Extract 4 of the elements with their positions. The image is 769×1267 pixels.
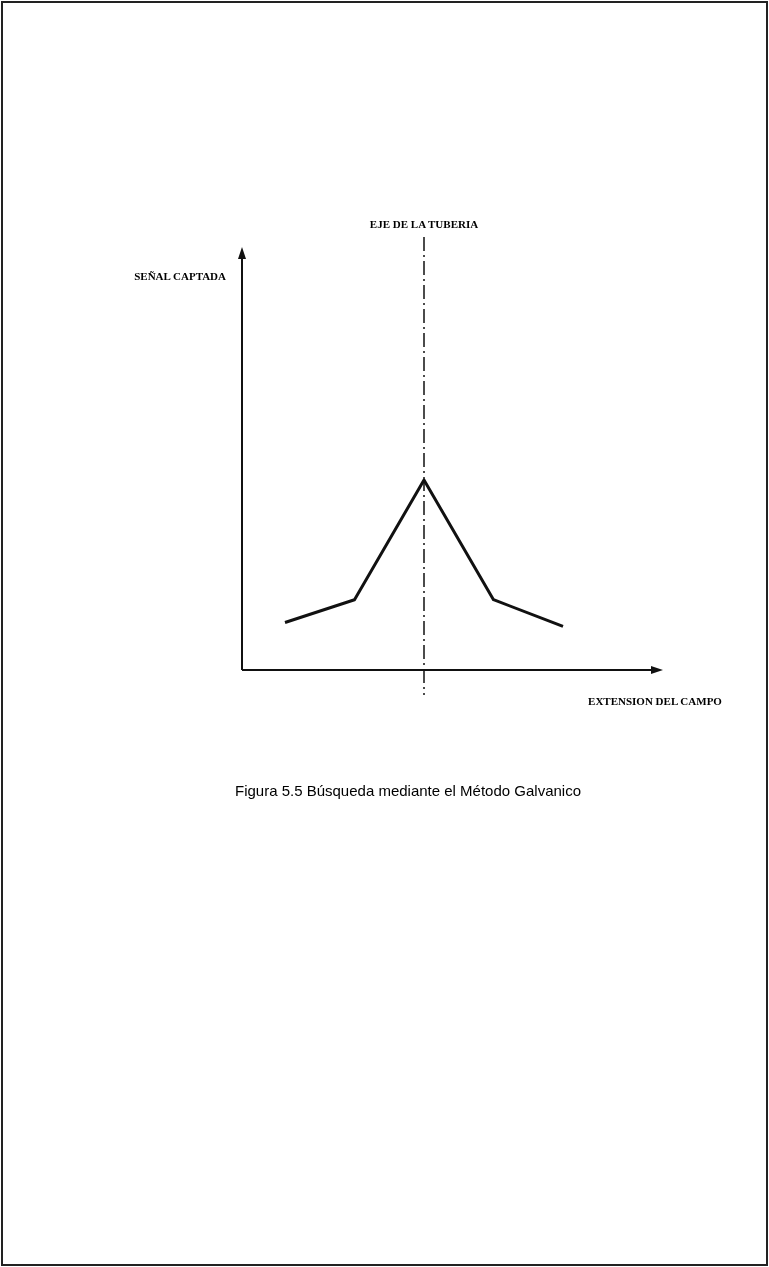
text: Figura 5.5 Búsqueda mediante el Método Galvanico: [234, 782, 582, 799]
text: SEÑAL CAPTADA: [134, 270, 227, 282]
text: EJE DE LA TUBERIA: [369, 218, 479, 230]
x-axis-title: EXTENSION DEL CAMPO: [588, 695, 723, 707]
